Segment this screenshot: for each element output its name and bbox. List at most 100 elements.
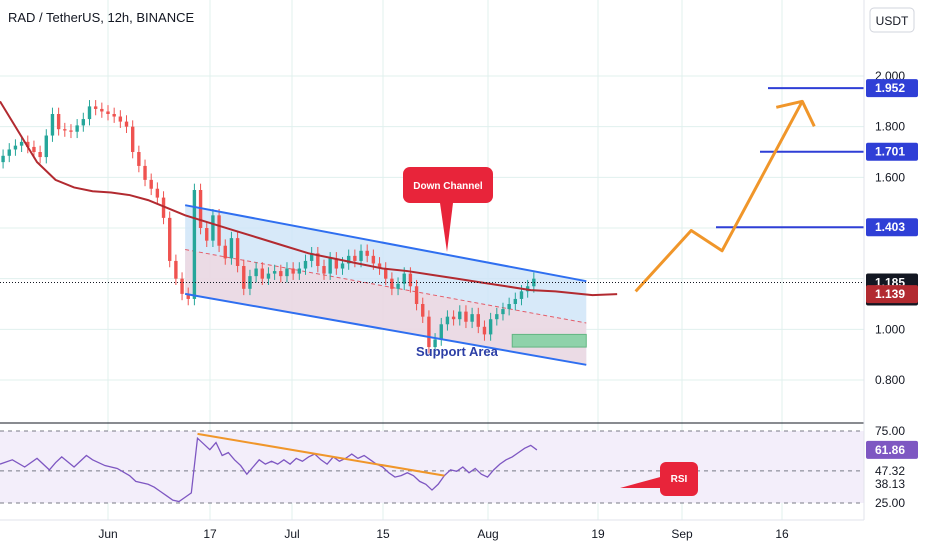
candle-body [340, 263, 345, 269]
moving-average-path [0, 100, 618, 297]
target-badge-1.403-box [866, 218, 918, 237]
candle-body [390, 278, 394, 289]
candle-body [427, 316, 431, 348]
candle-body [328, 258, 332, 274]
currency-button-box[interactable] [869, 7, 915, 33]
ma-badge-box [866, 285, 918, 304]
candle-body [254, 268, 258, 277]
y-tick-label: 1.000 [875, 322, 905, 336]
x-tick-label: Aug [477, 527, 498, 541]
candle-body [100, 108, 104, 112]
candle-body [353, 255, 357, 261]
candle-body [186, 293, 190, 299]
rsi-tick-label: 47.32 [875, 464, 905, 478]
candle-body [87, 106, 92, 120]
candle-body [161, 197, 166, 218]
rsi-callout[interactable]: RSI [620, 462, 698, 496]
down-channel-callout[interactable]: Down Channel [403, 167, 493, 252]
target-badge-1.701-text: 1.701 [875, 145, 905, 159]
rsi-line[interactable] [0, 436, 538, 503]
channel-upper-line [184, 204, 587, 283]
candle-body [476, 314, 480, 327]
candle-body [7, 149, 11, 156]
channel-lower-line [184, 292, 587, 366]
candle-body [211, 215, 215, 241]
target-badge-1.701-box [866, 142, 918, 161]
candle-body [414, 286, 419, 304]
candle-body [19, 141, 24, 146]
rsi-band [0, 430, 864, 504]
candle-body [26, 141, 30, 147]
candle-body [32, 146, 36, 152]
candle-body [112, 114, 116, 117]
time-axis-background [0, 520, 932, 550]
candle-body [155, 188, 160, 198]
candle-body [143, 165, 147, 180]
projection-path[interactable] [634, 99, 816, 293]
currency-button[interactable]: USDT [869, 7, 915, 33]
rsi-divergence-path [197, 432, 445, 477]
rsi-current-badge-box [866, 440, 918, 459]
candle-body [445, 316, 450, 325]
candle-body [371, 255, 376, 264]
candle-body [223, 245, 227, 259]
candle-body [334, 258, 339, 269]
down-channel-lower-area [185, 249, 587, 365]
candle-body [63, 129, 67, 131]
candle-body [384, 268, 388, 279]
candle-body [309, 253, 314, 261]
x-tick-label: 16 [775, 527, 789, 541]
rsi-divergence-line[interactable] [197, 432, 445, 477]
candle-body [180, 278, 184, 294]
rsi-band-fill [0, 431, 864, 503]
target-badge-1.952-text: 1.952 [875, 81, 905, 95]
target-badge-1.403-text: 1.403 [875, 220, 905, 234]
down-channel-lines[interactable] [184, 204, 587, 366]
candle-body [291, 268, 295, 274]
candle-body [118, 116, 123, 122]
projection-arrowhead [775, 99, 816, 127]
candle-body [433, 339, 437, 348]
candle-body [451, 316, 456, 320]
candle-body [346, 255, 351, 264]
down-channel-callout-box [403, 167, 493, 203]
candle-body [174, 260, 178, 279]
target-level-lines[interactable] [716, 87, 864, 229]
candle-body [365, 250, 369, 256]
ma-badge-text: 1.139 [875, 287, 905, 301]
candle-body [168, 217, 172, 261]
rsi-callout-box [660, 462, 698, 496]
candle-body [124, 121, 129, 127]
candle-body [377, 263, 382, 269]
candle-body [303, 260, 308, 269]
rsi-tick-label: 38.13 [875, 477, 905, 491]
candle-body [192, 190, 197, 299]
candle-body [56, 114, 61, 130]
candle-body [279, 271, 283, 277]
time-axis[interactable]: Jun 17 Jul 15 Aug 19 Sep 16 [98, 527, 789, 541]
candle-body [272, 271, 277, 274]
candle-body [137, 152, 141, 166]
x-tick-label: 17 [203, 527, 217, 541]
candle-body [229, 238, 234, 259]
candle-body [316, 253, 320, 266]
currency-button-label: USDT [876, 14, 909, 28]
down-channel-callout-text: Down Channel [413, 181, 483, 192]
y-tick-label: 0.800 [875, 373, 905, 387]
down-channel-midline [185, 249, 587, 324]
candle-body [266, 273, 271, 279]
projection-path-line [634, 100, 804, 293]
candle-body [260, 268, 264, 279]
x-tick-label: Jun [98, 527, 117, 541]
candle-body [149, 179, 153, 189]
candle-body [501, 309, 505, 315]
down-channel-callout-pointer [440, 203, 453, 252]
x-tick-label: Jul [284, 527, 299, 541]
candle-body [69, 130, 73, 132]
candle-body [13, 145, 18, 150]
candle-body [421, 304, 425, 317]
chart-title: RAD / TetherUS, 12h, BINANCE [8, 10, 194, 25]
